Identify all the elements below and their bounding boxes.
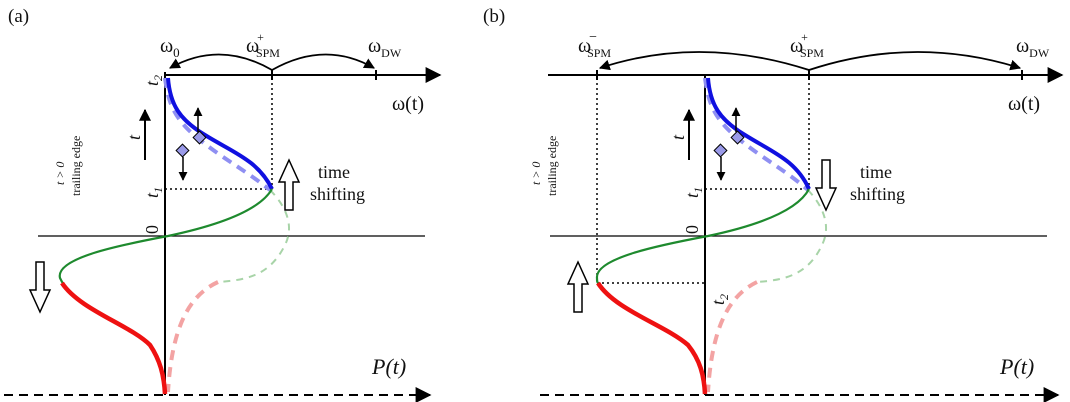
time-shifting-label-1-b: time	[860, 162, 892, 182]
red-curve	[60, 281, 168, 395]
side-label-2: trailing edge	[69, 136, 83, 196]
diamond-marker-lower	[175, 143, 190, 158]
t2-label-b: t2	[708, 294, 731, 305]
omega-0-label: ω0	[160, 35, 180, 60]
omega-dw-label: ωDW	[368, 35, 402, 60]
shift-arrow-right-b	[808, 51, 1022, 71]
t1-label-b: t1	[682, 187, 705, 198]
omega-spm-plus-label-b: ω+ SPM	[790, 30, 824, 60]
blue-faded-curve	[163, 77, 272, 192]
time-shift-arrow-down	[28, 261, 52, 314]
diamond-marker-lower-b	[713, 143, 728, 158]
shift-arrow-right	[271, 53, 375, 71]
time-shift-arrow-down-b	[814, 159, 838, 212]
shift-arrow-left-b	[598, 51, 810, 71]
shift-arrow-left	[169, 53, 273, 71]
power-label-b: P(t)	[999, 354, 1034, 379]
green-curve-b	[595, 188, 810, 284]
green-faded-curve	[217, 189, 290, 283]
t1-label: t1	[142, 187, 165, 198]
red-faded-curve	[166, 280, 219, 393]
panel-b: (b) ω− SPM ω+ SPM ωDW ω(t) P(t) t1 0 t2 t …	[483, 6, 1064, 402]
panel-a-tag: (a)	[8, 6, 29, 27]
omega-dw-label-b: ωDW	[1016, 35, 1050, 60]
diamond-marker-upper-b	[730, 130, 745, 145]
side-label-1-b: t > 0	[529, 162, 543, 185]
panel-b-tag: (b)	[483, 6, 505, 27]
blue-curve	[166, 77, 274, 190]
red-curve-b	[596, 281, 708, 395]
time-shift-arrow-up	[277, 158, 301, 211]
time-shift-arrow-up-b	[566, 260, 590, 313]
power-label: P(t)	[371, 354, 406, 379]
green-faded-curve-b	[756, 189, 827, 283]
panel-a: (a) ω0 ω+ SPM ωDW ω(t) P(t) t2 t1 0 t t >…	[4, 6, 442, 402]
blue-curve-b	[706, 77, 811, 190]
t-arrow-label: t	[124, 134, 144, 140]
zero-label-b: 0	[682, 225, 702, 234]
time-shifting-label-1: time	[318, 162, 350, 182]
t-arrow-label-b: t	[668, 134, 688, 140]
t2-label: t2	[142, 75, 165, 86]
diamond-marker-upper	[192, 130, 207, 145]
zero-label: 0	[142, 225, 162, 234]
omega-t-label-text: ω(t)	[392, 93, 424, 115]
time-shifting-label-2-b: shifting	[850, 184, 905, 204]
omega-spm-plus-label: ω+ SPM	[246, 30, 280, 60]
green-curve	[58, 188, 273, 286]
omega-t-label-b: ω(t)	[1008, 93, 1040, 115]
red-faded-curve-b	[706, 280, 758, 393]
time-shifting-label-2: shifting	[310, 184, 365, 204]
side-label-2-b: trailing edge	[545, 136, 559, 196]
omega-spm-minus-label: ω− SPM	[578, 30, 611, 60]
side-label-1: t > 0	[53, 162, 67, 185]
